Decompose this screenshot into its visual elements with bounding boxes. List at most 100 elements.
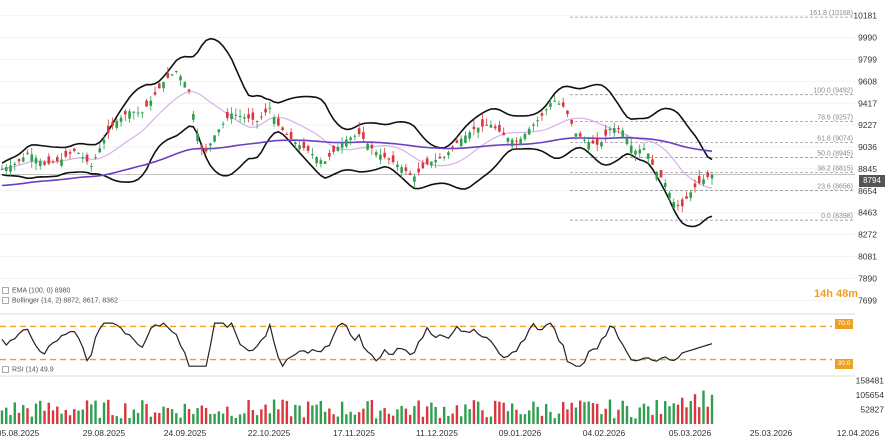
candle-body <box>94 157 97 159</box>
volume-bar <box>638 407 641 424</box>
volume-bar <box>664 401 667 424</box>
price-tick-label: 7699 <box>858 295 877 305</box>
volume-bar <box>408 414 412 424</box>
candle-body <box>621 130 625 137</box>
candle-body <box>498 125 501 132</box>
candle-body <box>243 117 246 119</box>
volume-bar <box>442 406 446 424</box>
settings-icon[interactable] <box>2 297 9 304</box>
volume-bar <box>234 418 238 424</box>
rsi-legend[interactable]: RSI (14) 49.9 <box>2 366 54 373</box>
volume-bar <box>630 417 633 424</box>
volume-bar <box>149 416 153 424</box>
rsi-level-30-badge: 30.0 <box>835 359 853 369</box>
volume-bar <box>73 409 76 424</box>
volume-tick-label: 105654 <box>856 390 885 400</box>
volume-bar <box>81 409 84 424</box>
fib-label: 38.2 (8815) <box>817 165 853 172</box>
candle-body <box>668 192 671 199</box>
candle-body <box>272 117 276 124</box>
date-tick-label: 24.09.2025 <box>164 428 207 438</box>
price-grid <box>0 15 855 301</box>
candle-body <box>638 149 642 154</box>
candle-body <box>204 148 208 152</box>
candle-body <box>60 159 63 166</box>
candle-body <box>298 145 301 150</box>
candle-body <box>404 167 408 171</box>
volume-bar <box>557 413 561 424</box>
candle-body <box>383 152 386 158</box>
volume-bar <box>179 417 182 424</box>
date-tick-label: 29.08.2025 <box>83 428 126 438</box>
candle-body <box>608 128 612 131</box>
volume-bar <box>230 415 233 424</box>
candle-body <box>311 153 314 156</box>
volume-bar <box>438 417 442 424</box>
volume-bar <box>464 404 467 424</box>
volume-bar <box>30 416 33 424</box>
candle-body <box>561 102 565 107</box>
volume-bar <box>353 414 357 424</box>
volume-bar <box>366 401 369 424</box>
candle-body <box>387 158 391 160</box>
candle-body <box>98 148 102 153</box>
volume-bar <box>357 412 361 424</box>
volume-bar <box>340 401 344 424</box>
ema-path <box>1 136 713 187</box>
price-tick-label: 9036 <box>858 142 877 152</box>
candle-body <box>651 159 654 165</box>
candle-body <box>183 82 187 88</box>
settings-icon[interactable] <box>2 366 9 373</box>
candle-body <box>328 152 331 157</box>
settings-icon[interactable] <box>2 287 9 294</box>
candle-body <box>264 108 267 113</box>
volume-bar <box>268 413 272 424</box>
candle-body <box>85 154 89 162</box>
ema-legend[interactable]: EMA (100, 0) 8980 <box>2 287 70 294</box>
price-tick-label: 8845 <box>858 164 877 174</box>
volume-bar <box>311 405 314 424</box>
candle-body <box>710 174 714 179</box>
volume-bar <box>26 408 29 424</box>
candle-body <box>421 162 425 169</box>
volume-bar <box>255 415 259 424</box>
candle-body <box>132 111 136 113</box>
candle-body <box>485 124 488 126</box>
candle-body <box>510 139 514 147</box>
volume-bar <box>323 411 327 424</box>
volume-tick-label: 158481 <box>856 376 885 386</box>
candle-body <box>102 139 106 144</box>
bollinger-legend[interactable]: Bollinger (14, 2) 8872, 8617, 8362 <box>2 297 118 304</box>
candle-body <box>64 150 68 157</box>
candle-body <box>145 100 148 107</box>
current-price-badge: 8794 <box>859 175 885 187</box>
candle-body <box>217 129 221 133</box>
date-tick-label: 04.02.2026 <box>583 428 626 438</box>
candle-body <box>629 145 633 153</box>
fib-label: 50.0 (8945) <box>817 150 853 157</box>
candle-body <box>170 74 174 76</box>
candle-body <box>158 83 161 89</box>
volume-bar <box>243 413 246 424</box>
candle-body <box>302 141 306 149</box>
candle-body <box>502 132 505 136</box>
candle-body <box>323 161 327 164</box>
candle-body <box>557 103 561 105</box>
candle-body <box>625 137 629 145</box>
candle-body <box>604 129 608 136</box>
volume-bar <box>493 400 497 424</box>
candle-body <box>4 167 8 171</box>
volume-bar <box>64 409 67 424</box>
volume-bar <box>204 408 208 424</box>
price-tick-label: 8654 <box>858 186 877 196</box>
volume-bar <box>281 399 284 424</box>
volume-bar <box>579 400 582 424</box>
candle-body <box>187 89 191 92</box>
volume-bar <box>706 406 709 424</box>
candle-body <box>140 112 144 114</box>
candle-body <box>238 115 242 117</box>
candle-body <box>676 204 680 206</box>
volume-bar <box>217 411 221 424</box>
candle-body <box>697 176 701 184</box>
